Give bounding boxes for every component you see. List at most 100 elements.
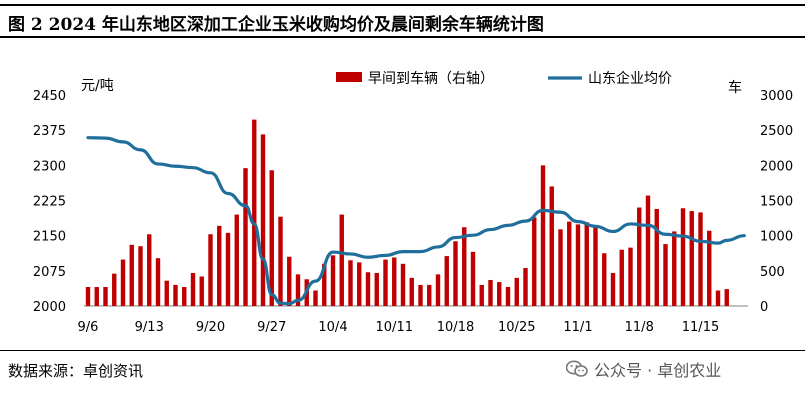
bar	[330, 255, 336, 306]
x-tick-label: 9/6	[78, 320, 99, 335]
bar	[435, 274, 441, 306]
bar	[628, 247, 633, 306]
x-tick-label: 10/18	[437, 320, 474, 335]
bar	[584, 222, 589, 306]
bar	[715, 290, 721, 306]
left-tick-label: 2150	[33, 230, 66, 245]
bar	[155, 258, 161, 306]
bar	[173, 284, 178, 306]
bar	[190, 272, 196, 306]
bar	[593, 226, 598, 306]
x-tick-label: 10/25	[498, 320, 535, 335]
bar	[295, 274, 301, 306]
bar	[129, 244, 134, 306]
bar	[357, 262, 362, 306]
bar	[698, 212, 703, 306]
bar	[558, 229, 563, 306]
bar	[672, 231, 677, 306]
bar	[85, 287, 91, 306]
left-tick-label: 2225	[33, 195, 66, 210]
bar	[400, 263, 406, 306]
bar	[453, 241, 458, 306]
right-tick-label: 500	[760, 265, 785, 280]
bar	[138, 246, 143, 306]
legend-bar-label: 早间到车辆（右轴）	[368, 70, 494, 87]
x-tick-label: 9/13	[135, 320, 164, 335]
bar	[602, 253, 607, 306]
bar	[637, 207, 642, 306]
bottom-rule	[0, 350, 805, 351]
bar	[339, 214, 344, 306]
x-tick-label: 9/27	[257, 320, 286, 335]
bar	[348, 260, 353, 306]
bar	[514, 277, 519, 306]
bar	[234, 214, 239, 306]
bar	[567, 221, 572, 306]
bar	[505, 287, 511, 306]
bar	[269, 170, 274, 306]
bar	[383, 259, 388, 306]
right-tick-label: 1500	[760, 195, 793, 210]
bar	[392, 257, 397, 306]
bar	[689, 211, 694, 306]
bar	[208, 234, 213, 306]
x-tick-label: 11/15	[682, 320, 719, 335]
right-tick-label: 0	[760, 300, 768, 315]
bar	[462, 227, 467, 306]
bar	[654, 208, 659, 306]
bar	[243, 168, 248, 306]
bar	[278, 216, 283, 306]
figure-title: 图 2 2024 年山东地区深加工企业玉米收购均价及晨间剩余车辆统计图	[8, 15, 544, 35]
bar	[497, 282, 502, 306]
legend-line-label: 山东企业均价	[588, 70, 672, 87]
bar	[112, 273, 117, 306]
x-tick-label: 11/1	[563, 320, 592, 335]
right-tick-label: 3000	[760, 89, 793, 104]
bar	[217, 225, 222, 306]
bar	[374, 272, 379, 306]
bar	[680, 208, 686, 306]
wechat-icon	[566, 360, 588, 377]
bar	[532, 217, 537, 306]
x-tick-label: 9/20	[196, 320, 225, 335]
bar	[199, 276, 204, 306]
bar	[707, 230, 712, 306]
data-source: 数据来源：卓创资讯	[8, 362, 144, 380]
bar	[724, 289, 729, 306]
bar	[252, 119, 257, 306]
bar	[409, 277, 414, 306]
bar	[418, 284, 423, 306]
bar	[645, 195, 651, 306]
bar	[103, 287, 108, 306]
price-line	[86, 136, 746, 306]
x-tick-label: 11/8	[625, 320, 654, 335]
combo-chart: 2000 2075 2150 2225 2300 2375 2450 0 500 1000 1500…	[33, 70, 793, 335]
bar	[182, 287, 187, 306]
left-tick-label: 2000	[33, 300, 66, 315]
bar	[313, 290, 318, 306]
bar	[488, 279, 493, 306]
bar	[479, 284, 484, 306]
bar	[575, 224, 581, 306]
bar	[120, 259, 126, 306]
bar	[225, 232, 231, 306]
bar	[610, 272, 616, 306]
bar	[287, 256, 292, 306]
bar	[260, 134, 266, 306]
x-tick-label: 10/11	[376, 320, 413, 335]
right-tick-label: 2500	[760, 124, 793, 139]
bar	[147, 234, 152, 306]
bar	[322, 263, 327, 306]
watermark: 公众号 · 卓创农业	[566, 357, 721, 381]
top-rule	[0, 4, 805, 6]
legend-bar-swatch	[336, 72, 362, 82]
watermark-text: 公众号 · 卓创农业	[594, 361, 722, 380]
right-tick-label: 2000	[760, 159, 793, 174]
left-tick-label: 2300	[33, 159, 66, 174]
bar	[549, 186, 554, 306]
bar	[540, 165, 546, 306]
x-tick-label: 10/4	[318, 320, 347, 335]
bar	[523, 268, 528, 306]
bar	[94, 287, 99, 306]
chart-area: 2000 2075 2150 2225 2300 2375 2450 0 500 1000 1500…	[0, 38, 805, 350]
